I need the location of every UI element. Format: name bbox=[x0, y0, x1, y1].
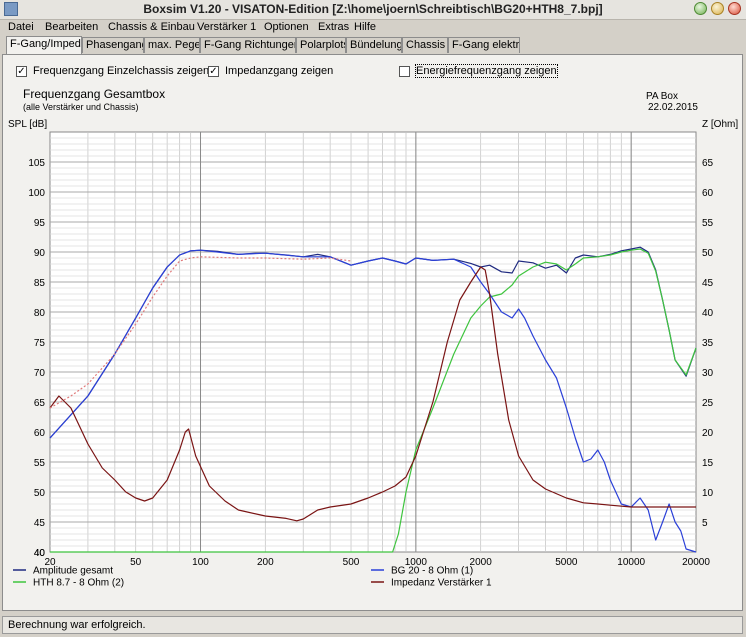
y-tick-label-right: 15 bbox=[702, 458, 714, 469]
menu-bearbeiten[interactable]: Bearbeiten bbox=[45, 21, 99, 33]
chart-project: PA Box bbox=[646, 91, 678, 102]
y-tick-label-right: 55 bbox=[702, 218, 714, 229]
y-tick-label-left: 40 bbox=[34, 548, 46, 559]
y-tick-label-right: 20 bbox=[702, 428, 714, 439]
tab-chassis[interactable]: Chassis bbox=[402, 37, 448, 53]
y-tick-label-left: 90 bbox=[34, 248, 46, 259]
legend-label: HTH 8.7 - 8 Ohm (2) bbox=[33, 578, 124, 589]
menu-bar: Datei Bearbeiten Chassis & Einbau Verstä… bbox=[0, 20, 746, 36]
energie-label[interactable]: Energiefrequenzgang zeigen bbox=[415, 64, 558, 78]
y-tick-label-left: 60 bbox=[34, 428, 46, 439]
close-button[interactable] bbox=[728, 2, 741, 15]
x-tick-label: 5000 bbox=[555, 557, 578, 568]
status-text: Berechnung war erfolgreich. bbox=[8, 619, 146, 631]
app-icon bbox=[4, 2, 18, 16]
x-tick-label: 500 bbox=[343, 557, 360, 568]
tab-panel: ✓ Frequenzgang Einzelchassis zeigen ✓ Im… bbox=[2, 54, 743, 611]
ylabel-left: SPL [dB] bbox=[8, 119, 47, 130]
tab-polarplots[interactable]: Polarplots bbox=[296, 37, 346, 53]
x-tick-label: 10000 bbox=[617, 557, 645, 568]
y-tick-label-right: 45 bbox=[702, 278, 714, 289]
y-tick-label-right: 10 bbox=[702, 488, 714, 499]
chart-date: 22.02.2015 bbox=[648, 102, 698, 113]
menu-optionen[interactable]: Optionen bbox=[264, 21, 309, 33]
chart-subtitle: (alle Verstärker und Chassis) bbox=[23, 102, 139, 112]
legend-label: Amplitude gesamt bbox=[33, 566, 113, 577]
menu-verstaerker[interactable]: Verstärker 1 bbox=[197, 21, 257, 33]
tab-max-pegel[interactable]: max. Pegel bbox=[144, 37, 200, 53]
y-tick-label-left: 100 bbox=[28, 188, 45, 199]
tab-fgang-imped[interactable]: F-Gang/Imped bbox=[6, 36, 82, 54]
tab-strip: F-Gang/Imped Phasengang max. Pegel F-Gan… bbox=[0, 36, 746, 54]
series-line-3 bbox=[49, 266, 696, 522]
status-bar: Berechnung war erfolgreich. bbox=[0, 613, 746, 637]
y-tick-label-right: 35 bbox=[702, 338, 714, 349]
y-tick-label-right: 65 bbox=[702, 158, 714, 169]
minimize-button[interactable] bbox=[694, 2, 707, 15]
y-tick-label-left: 80 bbox=[34, 308, 46, 319]
y-tick-label-right: 30 bbox=[702, 368, 714, 379]
tab-buendelung[interactable]: Bündelung bbox=[346, 37, 402, 53]
series-line-1 bbox=[50, 248, 697, 553]
y-tick-label-left: 65 bbox=[34, 398, 46, 409]
ylabel-right: Z [Ohm] bbox=[702, 119, 738, 130]
menu-chassis-einbau[interactable]: Chassis & Einbau bbox=[108, 21, 195, 33]
x-tick-label: 20 bbox=[44, 557, 56, 568]
menu-extras[interactable]: Extras bbox=[318, 21, 350, 33]
y-tick-label-left: 45 bbox=[34, 518, 46, 529]
y-tick-label-right: 60 bbox=[702, 188, 714, 199]
y-tick-label-left: 105 bbox=[28, 158, 45, 169]
x-tick-label: 200 bbox=[257, 557, 274, 568]
x-tick-label: 50 bbox=[130, 557, 142, 568]
tab-fgang-elektr[interactable]: F-Gang elektr. bbox=[448, 37, 520, 53]
y-tick-label-left: 95 bbox=[34, 218, 46, 229]
status-panel: Berechnung war erfolgreich. bbox=[2, 616, 743, 634]
chart-title: Frequenzgang Gesamtbox bbox=[23, 87, 165, 101]
y-tick-label-left: 40 bbox=[34, 548, 46, 559]
series-line-2 bbox=[49, 249, 697, 553]
menu-hilfe[interactable]: Hilfe bbox=[354, 21, 377, 33]
legend-label: Impedanz Verstärker 1 bbox=[391, 578, 492, 589]
x-tick-label: 1000 bbox=[405, 557, 428, 568]
tab-phasengang[interactable]: Phasengang bbox=[82, 37, 144, 53]
frequency-chart: 20 50 100 200 500 1000 2000 5000 10000 20000 40 45 5… bbox=[8, 87, 738, 589]
menu-datei[interactable]: Datei bbox=[8, 21, 34, 33]
y-tick-label-left: 55 bbox=[34, 458, 46, 469]
window-title: Boxsim V1.20 - VISATON-Edition [Z:\home\… bbox=[143, 2, 603, 16]
chart-area: 20 50 100 200 500 1000 2000 5000 10000 20000 40 45 5… bbox=[3, 85, 742, 610]
tab-fgang-richtungen[interactable]: F-Gang Richtungen bbox=[200, 37, 296, 53]
energie-checkbox[interactable] bbox=[399, 66, 410, 77]
y-tick-label-left: 50 bbox=[34, 488, 46, 499]
y-tick-label-right: 40 bbox=[702, 308, 714, 319]
maximize-button[interactable] bbox=[711, 2, 724, 15]
title-bar: Boxsim V1.20 - VISATON-Edition [Z:\home\… bbox=[0, 0, 746, 20]
y-tick-label-right: 25 bbox=[702, 398, 714, 409]
y-tick-label-right: 50 bbox=[702, 248, 714, 259]
y-tick-label-left: 75 bbox=[34, 338, 46, 349]
einzelchassis-label[interactable]: Frequenzgang Einzelchassis zeigen bbox=[33, 65, 210, 77]
x-tick-label: 20000 bbox=[682, 557, 710, 568]
einzelchassis-checkbox[interactable]: ✓ bbox=[16, 66, 27, 77]
y-tick-label-left: 85 bbox=[34, 278, 46, 289]
x-tick-label: 100 bbox=[192, 557, 209, 568]
impedanz-label[interactable]: Impedanzgang zeigen bbox=[225, 65, 334, 77]
option-row: ✓ Frequenzgang Einzelchassis zeigen ✓ Im… bbox=[3, 55, 742, 85]
y-tick-label-left: 70 bbox=[34, 368, 46, 379]
x-tick-label: 2000 bbox=[470, 557, 493, 568]
y-tick-label-right: 5 bbox=[702, 518, 708, 529]
impedanz-checkbox[interactable]: ✓ bbox=[208, 66, 219, 77]
legend-label: BG 20 - 8 Ohm (1) bbox=[391, 566, 473, 577]
